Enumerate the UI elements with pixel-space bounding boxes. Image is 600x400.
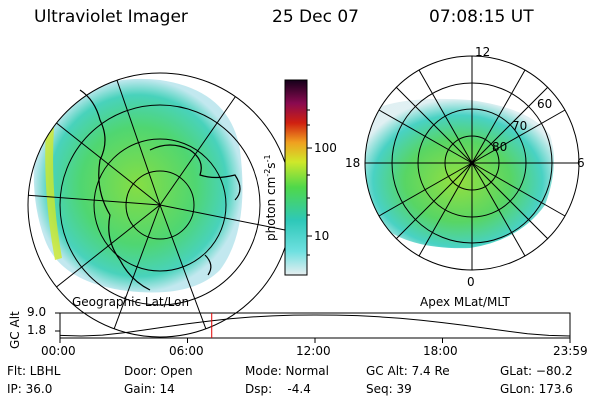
mlat-label-70: 70 — [512, 119, 528, 133]
orbit-ytick-min: 1.8 — [27, 323, 47, 337]
orbit-plot — [55, 312, 571, 343]
lat-circle-60 — [59, 104, 261, 306]
orbit-xtick-1: 06:00 — [169, 344, 204, 358]
orbit-ytick-max: 9.0 — [27, 305, 47, 319]
mlat-label-60: 60 — [537, 97, 553, 111]
orbit-xtick-2: 12:00 — [296, 344, 331, 358]
info-dsp: Dsp: -4.4 — [245, 382, 311, 396]
colorbar-ticks — [307, 109, 312, 256]
mlt-label-12: 12 — [475, 45, 491, 59]
info-flt: Flt: LBHL — [7, 364, 61, 378]
mlt-label-0: 0 — [467, 275, 475, 289]
info-mode: Mode: Normal — [245, 364, 329, 378]
info-glat: GLat: −80.2 — [500, 364, 573, 378]
lat-circle-70 — [93, 138, 227, 272]
colorbar-tick-10: 10 — [314, 229, 330, 243]
orbit-plot-frame — [59, 312, 571, 339]
geographic-caption: Geographic Lat/Lon — [72, 295, 190, 309]
info-glon: GLon: 173.6 — [500, 382, 573, 396]
colorbar-unit-label: photon cm-2s-1 — [263, 154, 278, 241]
orbit-ylabel: GC Alt — [8, 311, 22, 349]
orbit-xtick-0: 00:00 — [41, 344, 76, 358]
info-gcalt: GC Alt: 7.4 Re — [366, 364, 450, 378]
instrument-title: Ultraviolet Imager — [34, 7, 188, 27]
meridian-lines — [28, 73, 286, 337]
time-label: 07:08:15 UT — [429, 7, 534, 27]
coastline — [79, 89, 151, 291]
info-ip: IP: 36.0 — [7, 382, 53, 396]
lat-circle-80 — [125, 170, 195, 240]
orbit-xtick-3: 18:00 — [423, 344, 458, 358]
apex-map — [364, 55, 580, 271]
orbit-xtick-4: 23:59 — [553, 344, 588, 358]
orbit-x-ticks — [55, 312, 571, 343]
info-door: Door: Open — [124, 364, 193, 378]
gc-alt-curve — [59, 314, 571, 337]
mlt-label-6: 6 — [577, 156, 585, 170]
aurora-emission — [33, 78, 243, 293]
mlat-label-80: 80 — [492, 140, 508, 154]
date-label: 25 Dec 07 — [272, 7, 359, 27]
colorbar — [284, 79, 308, 276]
colorbar-tick-100: 100 — [314, 141, 337, 155]
mlt-label-18: 18 — [345, 156, 361, 170]
info-seq: Seq: 39 — [366, 382, 412, 396]
info-gain: Gain: 14 — [124, 382, 175, 396]
geographic-map — [27, 72, 293, 338]
apex-caption: Apex MLat/MLT — [420, 295, 510, 309]
aurora-oval — [365, 98, 554, 249]
